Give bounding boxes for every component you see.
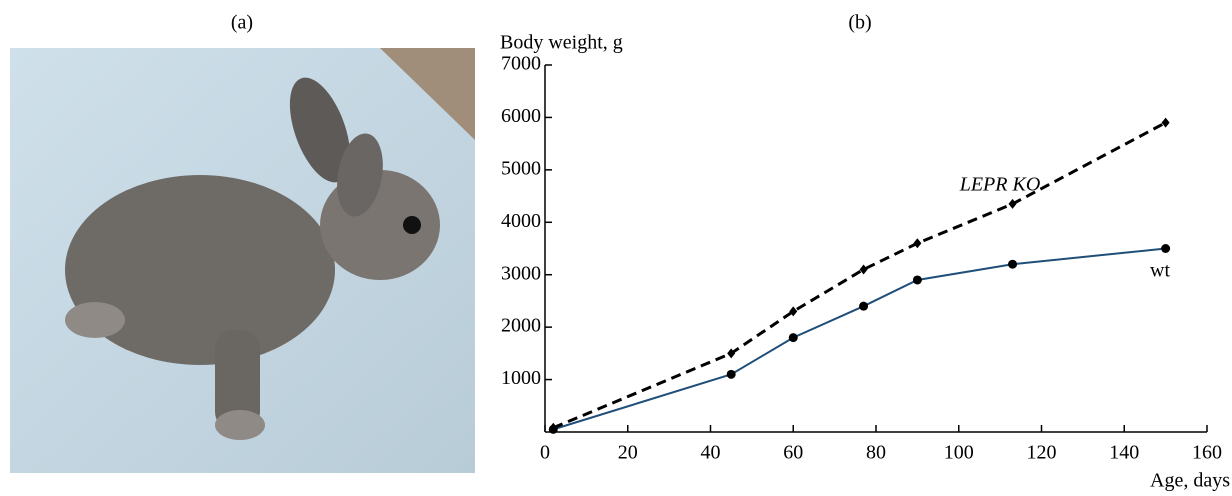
x-tick-label: 40 xyxy=(701,442,721,464)
x-tick-label: 80 xyxy=(866,442,886,464)
point xyxy=(1161,117,1170,128)
point xyxy=(788,333,798,343)
y-tick-label: 1000 xyxy=(501,367,541,389)
point xyxy=(912,275,922,285)
y-tick-label: 6000 xyxy=(501,105,541,127)
chart-title: (b) xyxy=(848,12,871,34)
point xyxy=(1008,259,1018,269)
series-label: wt xyxy=(1150,260,1170,282)
y-axis-label: Body weight, g xyxy=(500,32,623,54)
x-tick-label: 100 xyxy=(944,442,974,464)
point xyxy=(549,422,558,433)
panel-label: (a) xyxy=(231,12,253,34)
x-tick-label: 0 xyxy=(540,442,550,464)
x-tick-label: 20 xyxy=(618,442,638,464)
y-tick-label: 2000 xyxy=(501,315,541,337)
point xyxy=(1008,198,1017,209)
y-tick-label: 3000 xyxy=(501,262,541,284)
x-tick-label: 160 xyxy=(1192,442,1222,464)
series-label: LEPR KO xyxy=(959,174,1041,196)
x-tick-label: 60 xyxy=(783,442,803,464)
x-tick-label: 140 xyxy=(1109,442,1139,464)
x-axis-label: Age, days xyxy=(1150,470,1230,491)
point xyxy=(913,238,922,249)
point xyxy=(859,264,868,275)
series-line xyxy=(552,121,1167,430)
point xyxy=(1161,244,1171,253)
point xyxy=(726,369,736,379)
point xyxy=(789,306,798,317)
y-tick-label: 4000 xyxy=(501,210,541,232)
y-tick-label: 7000 xyxy=(501,53,541,75)
point xyxy=(859,301,869,311)
point xyxy=(727,348,736,359)
photo xyxy=(10,48,475,473)
y-tick-label: 5000 xyxy=(501,157,541,179)
series-line xyxy=(552,247,1166,431)
x-tick-label: 120 xyxy=(1027,442,1057,464)
